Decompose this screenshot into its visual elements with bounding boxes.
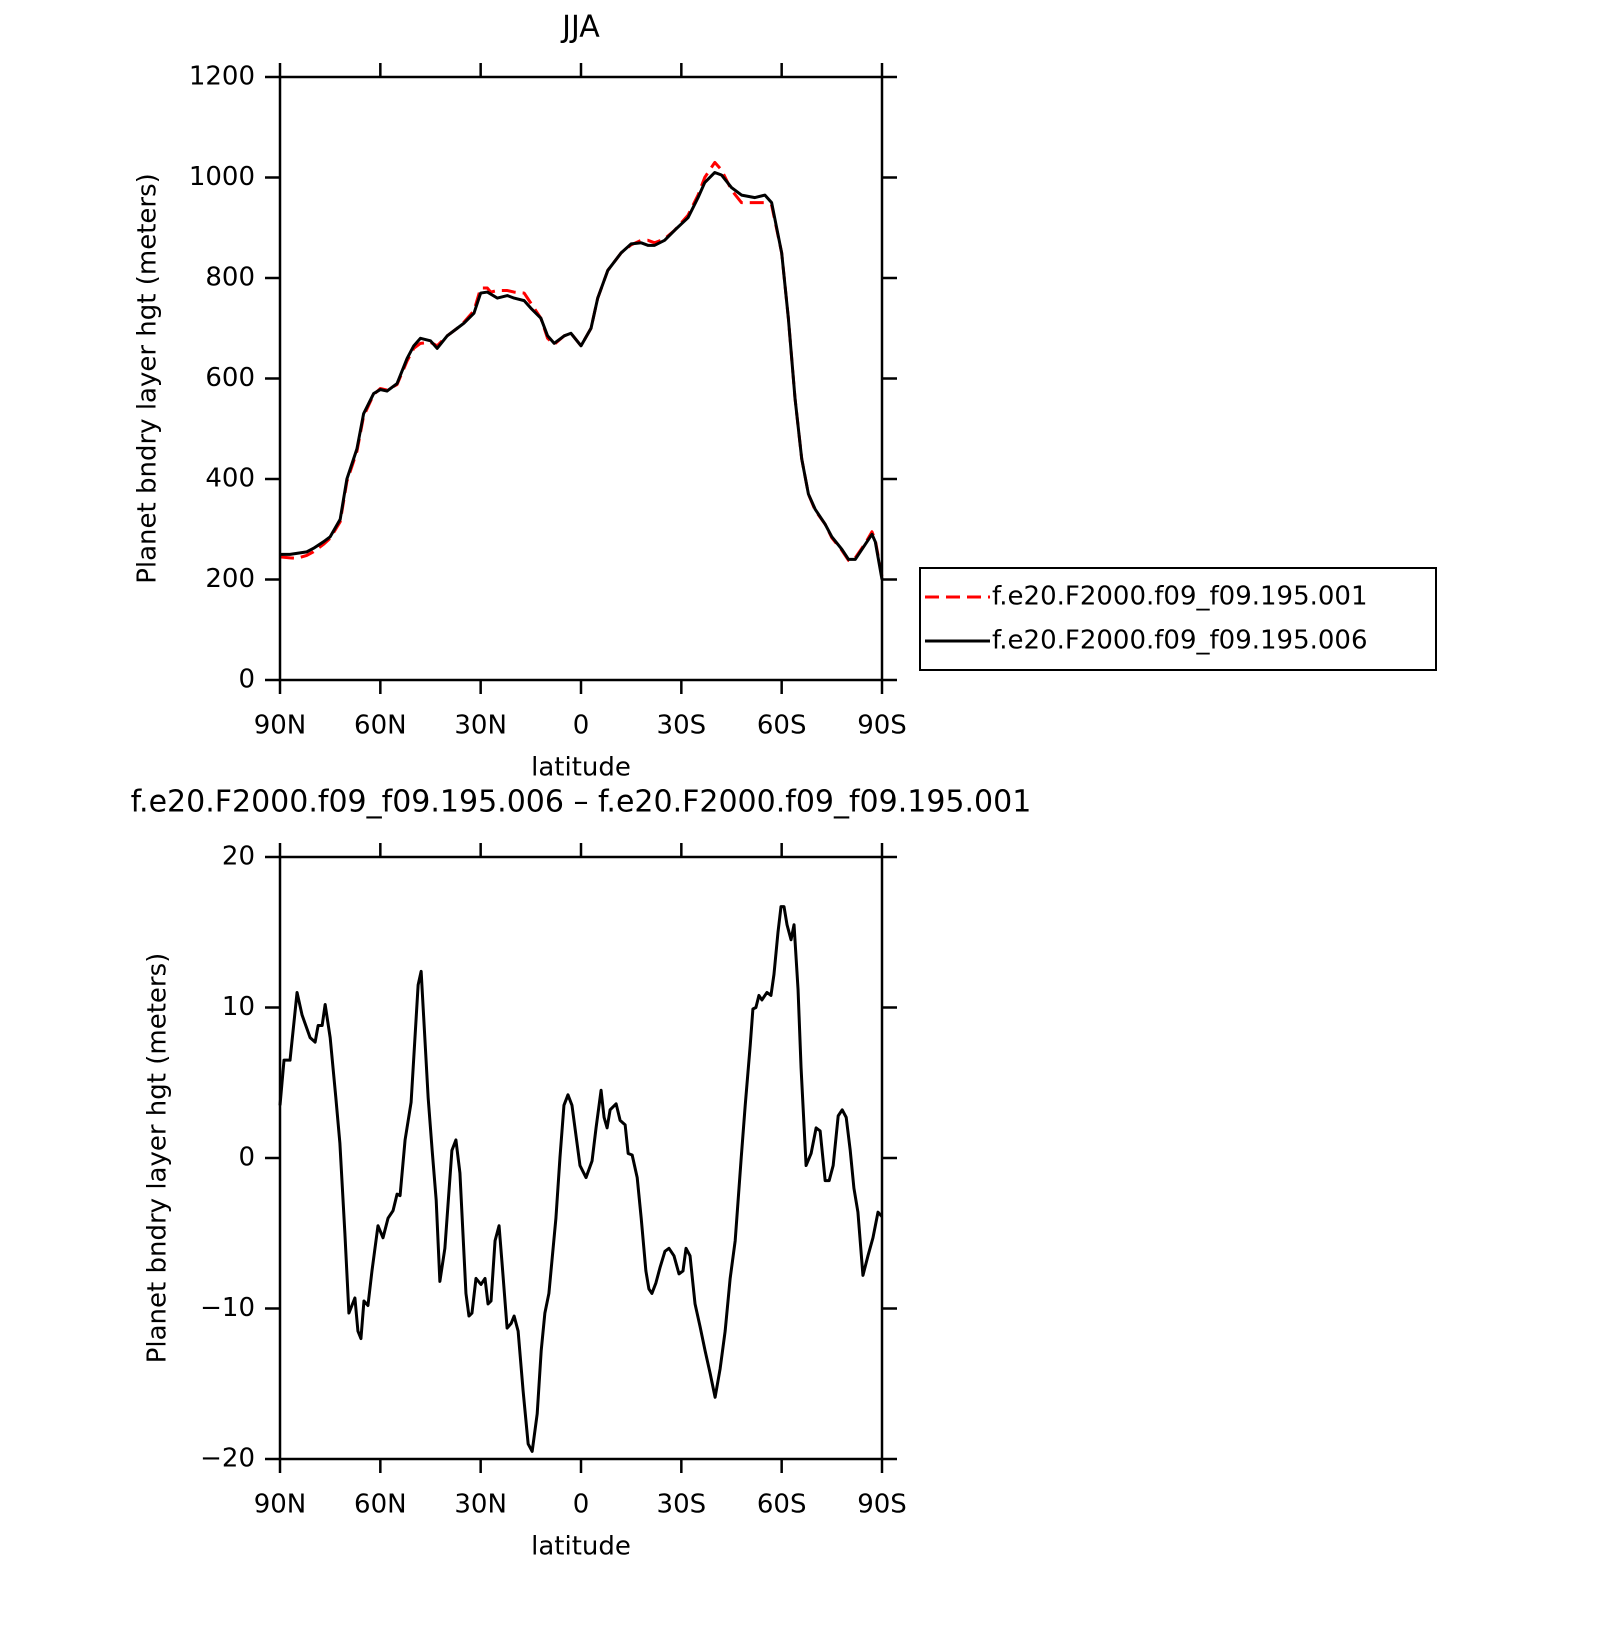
x-tick-label: 30S xyxy=(657,1490,707,1520)
chart-title: JJA xyxy=(560,10,600,45)
y-tick-label: 800 xyxy=(205,263,255,293)
x-tick-label: 90S xyxy=(857,1490,907,1520)
x-tick-label: 90S xyxy=(857,711,907,741)
x-tick-label: 30N xyxy=(454,1490,507,1520)
y-tick-label: 10 xyxy=(222,992,255,1022)
x-tick-label: 60S xyxy=(757,1490,807,1520)
y-axis-label: Planet bndry layer hgt (meters) xyxy=(133,173,163,584)
y-tick-label: 400 xyxy=(205,464,255,494)
plot-frame xyxy=(278,75,884,682)
x-tick-label: 90N xyxy=(254,1490,307,1520)
x-tick-label: 60N xyxy=(354,1490,407,1520)
legend-label: f.e20.F2000.f09_f09.195.006 xyxy=(992,626,1368,656)
x-tick-label: 60N xyxy=(354,711,407,741)
x-tick-label: 0 xyxy=(573,1490,590,1520)
y-tick-label: −10 xyxy=(200,1293,255,1323)
y-tick-label: 20 xyxy=(222,842,255,872)
y-tick-label: 600 xyxy=(205,363,255,393)
plot-frame xyxy=(278,855,884,1461)
y-tick-label: 0 xyxy=(238,1143,255,1173)
x-axis-label: latitude xyxy=(531,1532,631,1562)
legend-box xyxy=(919,567,1437,671)
x-tick-label: 90N xyxy=(254,711,307,741)
chart-title: f.e20.F2000.f09_f09.195.006 – f.e20.F200… xyxy=(131,785,1032,820)
y-axis-label: Planet bndry layer hgt (meters) xyxy=(143,953,173,1364)
y-tick-label: 1200 xyxy=(189,62,255,92)
data-line xyxy=(280,170,884,580)
y-tick-label: −20 xyxy=(200,1444,255,1474)
y-tick-label: 200 xyxy=(205,564,255,594)
x-tick-label: 60S xyxy=(757,711,807,741)
data-line xyxy=(278,905,884,1453)
x-tick-label: 30S xyxy=(657,711,707,741)
x-tick-label: 0 xyxy=(573,711,590,741)
y-tick-label: 0 xyxy=(238,665,255,695)
x-tick-label: 30N xyxy=(454,711,507,741)
y-tick-label: 1000 xyxy=(189,162,255,192)
x-axis-label: latitude xyxy=(531,753,631,783)
legend-label: f.e20.F2000.f09_f09.195.001 xyxy=(992,582,1368,612)
